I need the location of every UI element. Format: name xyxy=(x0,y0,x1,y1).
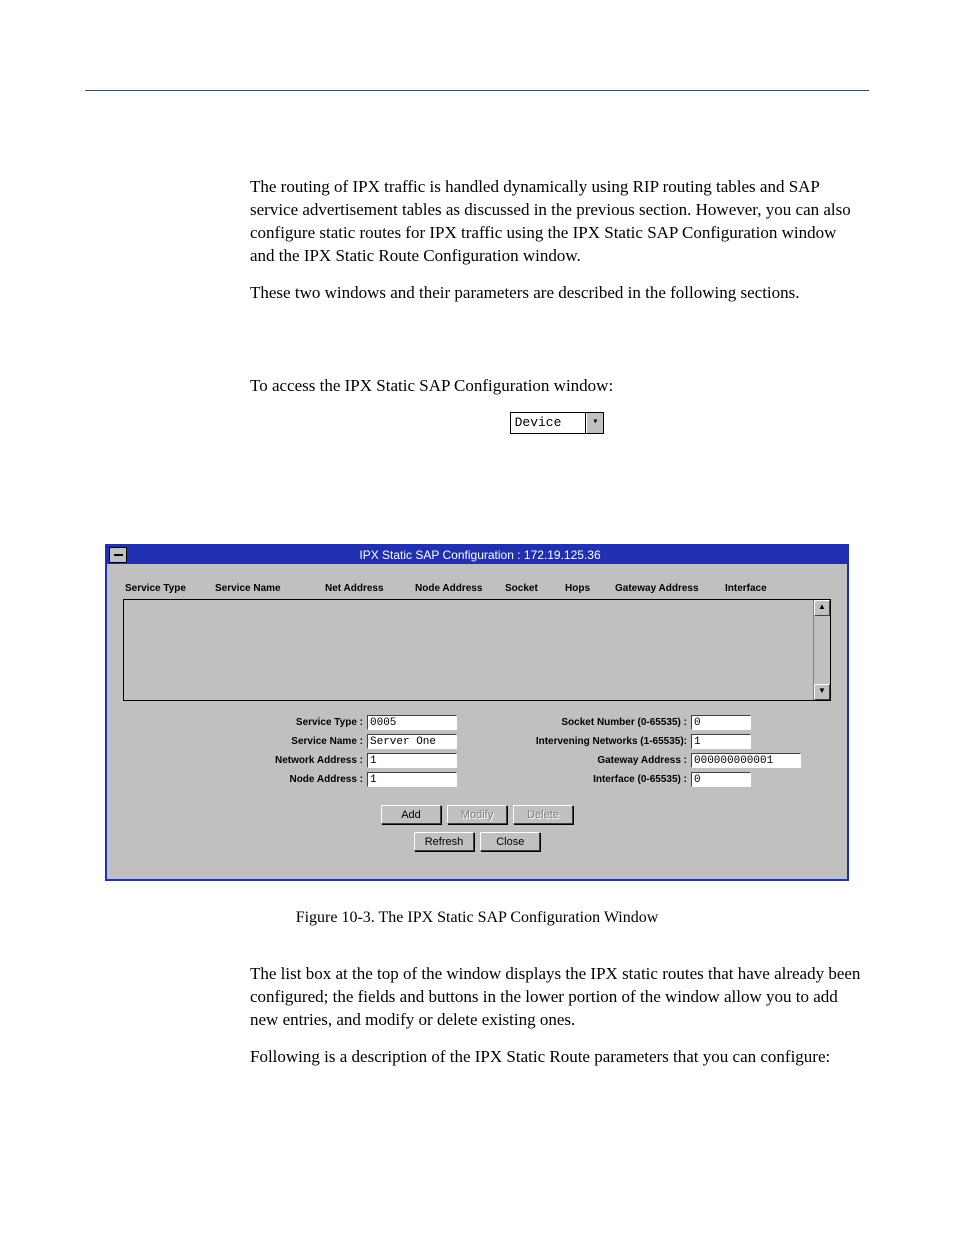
window-titlebar: IPX Static SAP Configuration : 172.19.12… xyxy=(107,546,847,564)
col-service-type: Service Type xyxy=(125,582,215,596)
interface-input[interactable] xyxy=(691,772,751,787)
scroll-down-icon[interactable]: ▼ xyxy=(814,684,830,700)
ipx-static-sap-window: IPX Static SAP Configuration : 172.19.12… xyxy=(105,544,849,882)
list-column-headers: Service Type Service Name Net Address No… xyxy=(123,582,831,600)
body-text: The routing of IPX traffic is handled dy… xyxy=(250,176,864,434)
network-address-label: Network Address : xyxy=(213,754,367,768)
socket-input[interactable] xyxy=(691,715,751,730)
service-name-label: Service Name : xyxy=(213,735,367,749)
scroll-track[interactable] xyxy=(814,616,830,684)
system-menu-icon[interactable] xyxy=(109,547,127,563)
interface-label: Interface (0-65535) : xyxy=(487,773,691,787)
device-dropdown-wrap: Device ▾ xyxy=(250,412,864,434)
node-address-label: Node Address : xyxy=(213,773,367,787)
page: The routing of IPX traffic is handled dy… xyxy=(0,0,954,1235)
col-net-address: Net Address xyxy=(325,582,415,596)
routes-listbox[interactable]: ▲ ▼ xyxy=(123,599,831,701)
gateway-input[interactable] xyxy=(691,753,801,768)
window-title: IPX Static SAP Configuration : 172.19.12… xyxy=(131,547,829,563)
network-address-input[interactable] xyxy=(367,753,457,768)
col-hops: Hops xyxy=(565,582,615,596)
outro-paragraph-1: The list box at the top of the window di… xyxy=(250,963,864,1032)
routes-scrollbar[interactable]: ▲ ▼ xyxy=(813,600,830,700)
socket-label: Socket Number (0-65535) : xyxy=(487,716,691,730)
form-area: Service Type : Service Name : Network Ad… xyxy=(123,715,831,791)
form-column-right: Socket Number (0-65535) : Intervening Ne… xyxy=(487,715,801,791)
button-row-secondary: Refresh Close xyxy=(123,832,831,851)
col-interface: Interface xyxy=(725,582,829,596)
figure-caption: Figure 10-3. The IPX Static SAP Configur… xyxy=(85,907,869,929)
row-node-address: Node Address : xyxy=(213,772,457,787)
col-gateway-address: Gateway Address xyxy=(615,582,725,596)
intro-paragraph-1: The routing of IPX traffic is handled dy… xyxy=(250,176,864,268)
col-service-name: Service Name xyxy=(215,582,325,596)
close-button[interactable]: Close xyxy=(480,832,540,851)
intro-paragraph-3: To access the IPX Static SAP Configurati… xyxy=(250,375,864,398)
window-body: Service Type Service Name Net Address No… xyxy=(107,564,847,880)
device-dropdown-value: Device xyxy=(511,413,587,433)
modify-button[interactable]: Modify xyxy=(447,805,507,824)
service-type-input[interactable] xyxy=(367,715,457,730)
chevron-down-icon: ▾ xyxy=(592,418,598,428)
outro-text: The list box at the top of the window di… xyxy=(250,963,864,1069)
row-interface: Interface (0-65535) : xyxy=(487,772,801,787)
col-socket: Socket xyxy=(505,582,565,596)
add-button[interactable]: Add xyxy=(381,805,441,824)
row-network-address: Network Address : xyxy=(213,753,457,768)
row-intervening: Intervening Networks (1-65535): xyxy=(487,734,801,749)
intervening-input[interactable] xyxy=(691,734,751,749)
row-socket: Socket Number (0-65535) : xyxy=(487,715,801,730)
button-row-primary: Add Modify Delete xyxy=(123,805,831,824)
intervening-label: Intervening Networks (1-65535): xyxy=(487,735,691,749)
row-service-name: Service Name : xyxy=(213,734,457,749)
header-rule xyxy=(85,90,869,91)
node-address-input[interactable] xyxy=(367,772,457,787)
outro-paragraph-2: Following is a description of the IPX St… xyxy=(250,1046,864,1069)
routes-listbox-area xyxy=(124,600,813,700)
form-column-left: Service Type : Service Name : Network Ad… xyxy=(213,715,457,791)
row-service-type: Service Type : xyxy=(213,715,457,730)
device-dropdown-button[interactable]: ▾ xyxy=(586,413,603,433)
delete-button[interactable]: Delete xyxy=(513,805,573,824)
scroll-up-icon[interactable]: ▲ xyxy=(814,600,830,616)
row-gateway: Gateway Address : xyxy=(487,753,801,768)
service-name-input[interactable] xyxy=(367,734,457,749)
service-type-label: Service Type : xyxy=(213,716,367,730)
intro-paragraph-2: These two windows and their parameters a… xyxy=(250,282,864,305)
device-dropdown[interactable]: Device ▾ xyxy=(510,412,605,434)
gateway-label: Gateway Address : xyxy=(487,754,691,768)
col-node-address: Node Address xyxy=(415,582,505,596)
refresh-button[interactable]: Refresh xyxy=(414,832,475,851)
